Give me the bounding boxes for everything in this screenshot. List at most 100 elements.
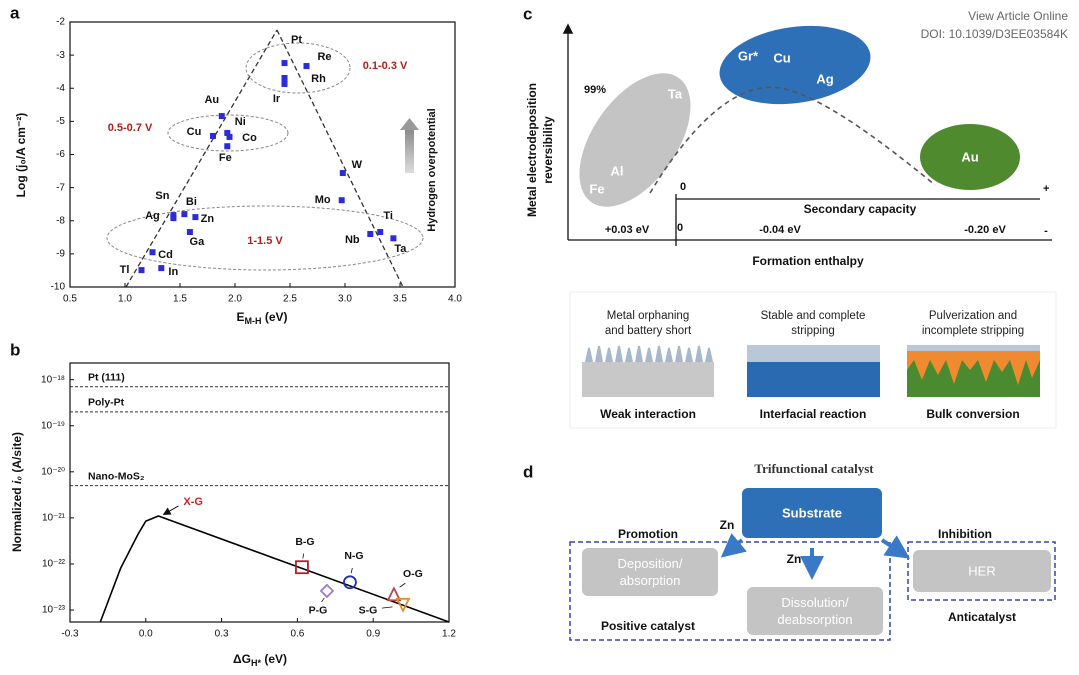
case-image-3 [907, 345, 1040, 397]
case-title: Stable and complete stripping [761, 310, 866, 337]
case-image-1 [582, 345, 714, 397]
data-point [281, 80, 288, 87]
y-tick-label: 10⁻²² [42, 559, 66, 570]
x-axis-label: Formation enthalpy [752, 254, 864, 268]
point-label: W [352, 159, 363, 171]
header-doi: DOI: 10.1039/D3EE03584K [921, 27, 1068, 41]
x-tick-label: 3.0 [338, 294, 352, 305]
data-point [224, 129, 231, 136]
y-tick-label: -5 [56, 116, 65, 127]
data-point [181, 211, 188, 218]
y-tick-label: -4 [56, 83, 65, 94]
case-image-2 [747, 345, 880, 397]
data-point [210, 132, 216, 139]
y-axis-label: Metal electrodeposition reversibility [525, 83, 555, 217]
anti-frame [907, 541, 1056, 601]
enthalpy-tick: -0.04 eV [759, 224, 801, 236]
data-point [226, 133, 233, 140]
point-arrow [399, 582, 406, 588]
data-point [281, 60, 288, 67]
point-arrow [321, 597, 325, 603]
y-tick-label: 10⁻²³ [42, 605, 66, 616]
header-link[interactable]: View Article Online [968, 9, 1068, 23]
zn-label: Zn [787, 552, 802, 566]
y-tick-label: -6 [56, 149, 65, 160]
point-label: Sn [155, 190, 169, 202]
dissolution-box [747, 587, 883, 635]
x-tick-label: 3.5 [393, 294, 407, 305]
data-point [149, 249, 156, 256]
overpotential-arrow-head [400, 118, 419, 130]
annotation: Hydrogen overpotential [426, 108, 438, 231]
x-tick-label: 4.0 [448, 294, 462, 305]
axis-zero: 0 [680, 181, 686, 193]
substrate-box [742, 488, 882, 538]
gray-region [579, 73, 691, 207]
blue-region [719, 25, 871, 105]
x-tick-label: 0.6 [290, 629, 304, 640]
reference-label: Nano-MoS₂ [88, 470, 145, 482]
data-point [339, 170, 346, 177]
data-point [192, 214, 199, 221]
data-point [343, 575, 357, 590]
x-tick-label: 0.0 [139, 629, 153, 640]
panel-a-ellipses [106, 42, 424, 271]
point-label: Ir [273, 93, 281, 105]
point-label: S-G [359, 605, 378, 617]
diagram-arrows [720, 533, 910, 580]
panel-letter: c [523, 4, 532, 23]
x-tick-label: 1.0 [118, 294, 132, 305]
x-tick-label: -0.3 [61, 629, 79, 640]
y-tick-label: 10⁻¹⁸ [41, 374, 65, 385]
secondary-label: Secondary capacity [804, 202, 917, 216]
point-label: Re [317, 51, 331, 63]
metal-label: Ta [668, 86, 683, 101]
point-label: Ag [145, 210, 160, 222]
data-point [218, 113, 225, 120]
panel-c-axes [562, 23, 1052, 246]
metal-label: Ag [816, 71, 833, 86]
y-tick-label: -2 [56, 17, 65, 28]
point-arrow [381, 606, 393, 609]
point-label: In [168, 266, 178, 278]
point-label: Pt [291, 34, 302, 46]
point-label: Ti [383, 210, 393, 222]
dissolution-label: Dissolution/deabsorption [777, 595, 852, 627]
annotation: 0.1-0.3 V [363, 60, 408, 72]
her-box [913, 550, 1051, 592]
point-label: Cd [158, 249, 173, 261]
enthalpy-tick: 0 [677, 222, 683, 234]
y-tick-label: 10⁻²¹ [42, 513, 66, 524]
point-label: N-G [344, 550, 363, 562]
peak-arrow [162, 505, 179, 515]
point-label: O-G [403, 568, 423, 580]
positive-label: Positive catalyst [601, 619, 695, 633]
axis-plus: + [1043, 183, 1049, 195]
level-label: 99% [584, 84, 606, 96]
cases-frame [569, 291, 1057, 429]
enthalpy-tick: -0.20 eV [964, 224, 1006, 236]
point-label: Ta [394, 243, 407, 255]
x-tick-label: 0.3 [215, 629, 229, 640]
data-point [170, 215, 177, 222]
point-label: Mo [315, 194, 331, 206]
annotation: 0.5-0.7 V [108, 122, 153, 134]
enthalpy-tick: - [1044, 225, 1048, 237]
data-point [386, 586, 402, 602]
y-tick-label: -3 [56, 50, 65, 61]
case-caption: Weak interaction [600, 407, 696, 421]
zn-label: Zn [720, 518, 735, 532]
y-axis-label: Log (j₀/A cm⁻²) [14, 113, 28, 198]
point-label: Fe [219, 152, 232, 164]
data-point [281, 74, 288, 81]
reference-label: Pt (111) [88, 372, 125, 384]
point-label: Au [204, 94, 219, 106]
overpotential-arrow [405, 128, 414, 173]
y-axis-label: Normalized i₀ (A/site) [10, 432, 24, 552]
point-label: B-G [295, 536, 314, 548]
panel-letter: b [10, 340, 20, 359]
point-label: Nb [345, 234, 360, 246]
y-tick-label: 10⁻²⁰ [41, 466, 65, 477]
point-label: Ni [235, 116, 246, 128]
her-label: HER [968, 563, 995, 578]
